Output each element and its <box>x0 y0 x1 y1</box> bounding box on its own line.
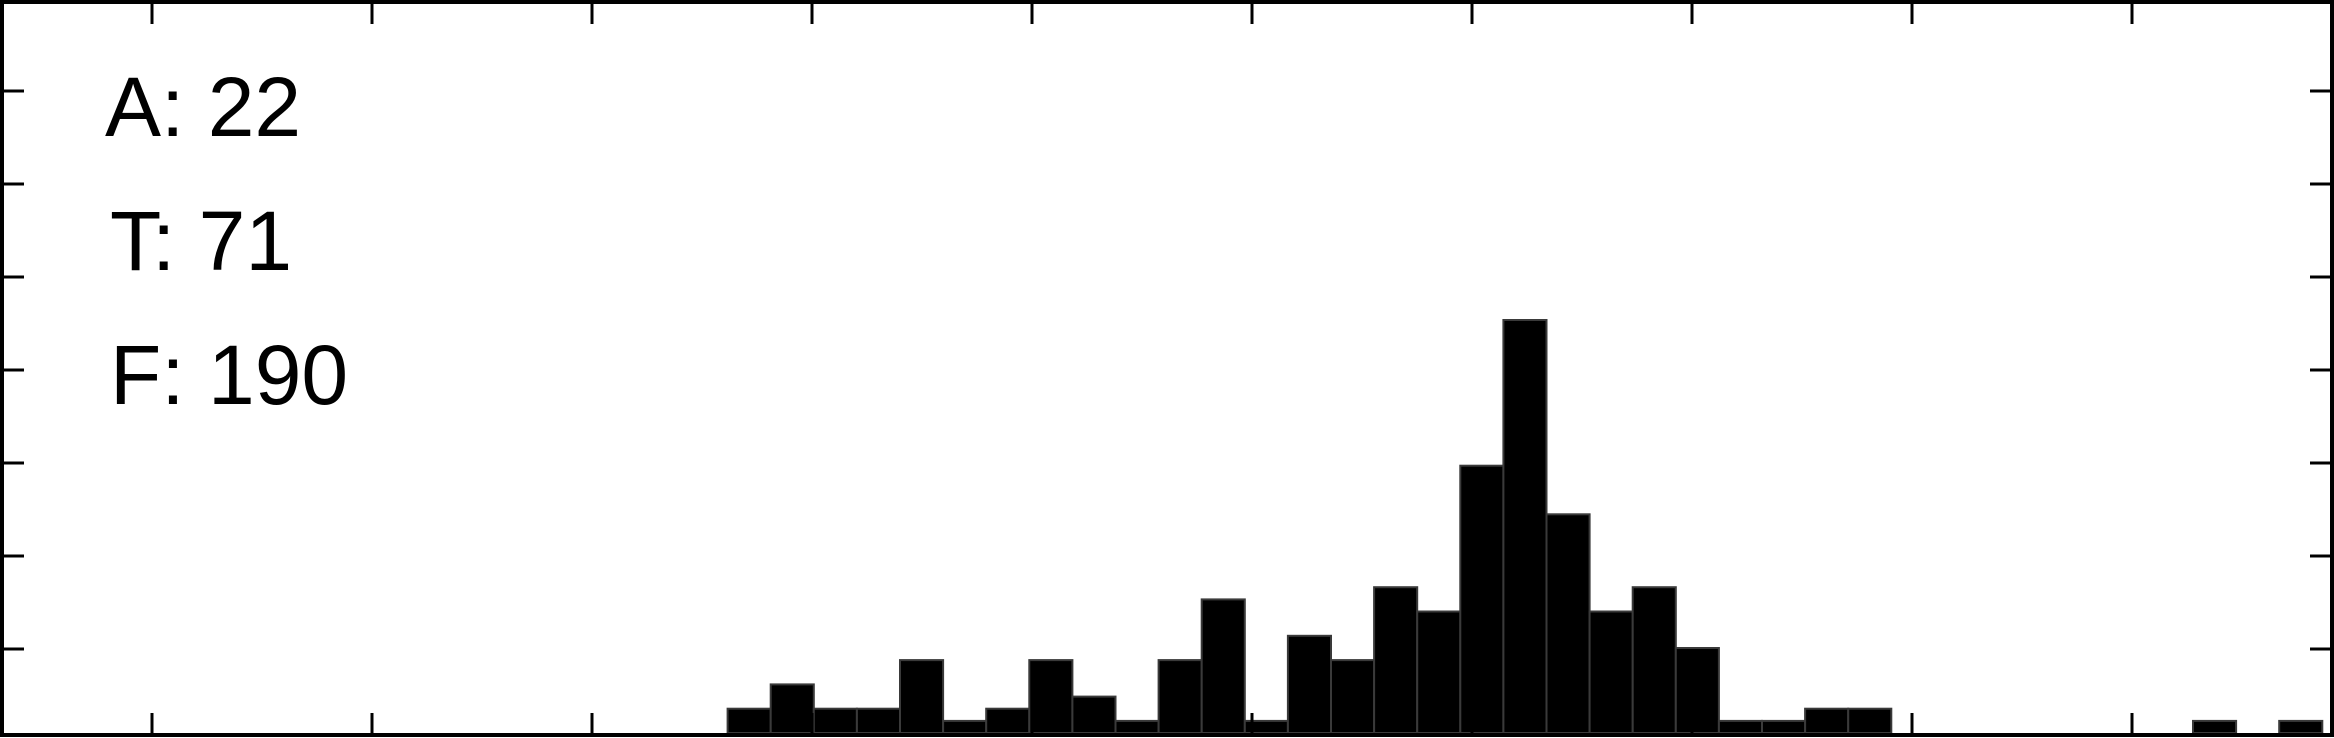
histogram-bar <box>1416 610 1462 734</box>
histogram-bar <box>1588 610 1634 734</box>
annotation-t: T: 71 <box>110 194 292 288</box>
annotation-f: F: 190 <box>110 328 348 422</box>
histogram-bar <box>1028 659 1074 734</box>
histogram-bar <box>1071 695 1117 734</box>
histogram-bar <box>1545 513 1591 734</box>
axis-ticks <box>4 4 2330 733</box>
histogram-bar <box>1761 719 1807 735</box>
histogram-bar <box>855 707 902 735</box>
bars-group <box>726 319 2324 735</box>
annotation-a: A: 22 <box>105 60 301 154</box>
histogram-bar <box>1674 647 1720 734</box>
histogram-bar <box>1717 719 1764 735</box>
histogram-bar <box>1631 586 1677 735</box>
histogram-bar <box>899 659 945 734</box>
histogram-bar <box>1200 598 1246 735</box>
histogram-bar <box>1330 659 1376 734</box>
histogram-bar <box>1114 719 1160 735</box>
histogram-bar <box>1157 659 1203 734</box>
histogram-bar <box>769 683 815 735</box>
histogram-bar <box>1459 464 1505 734</box>
histogram-bar <box>1847 707 1893 735</box>
histogram-bar <box>726 707 772 735</box>
histogram-bar <box>2192 719 2238 735</box>
histogram-bar <box>2278 719 2324 735</box>
histogram-bar <box>1286 634 1333 734</box>
histogram-bar <box>942 719 988 735</box>
histogram-bar <box>1373 586 1419 735</box>
histogram-bar <box>1804 707 1850 735</box>
histogram-bar <box>985 707 1031 735</box>
histogram-bar <box>1502 319 1548 734</box>
histogram-bar <box>812 707 858 735</box>
